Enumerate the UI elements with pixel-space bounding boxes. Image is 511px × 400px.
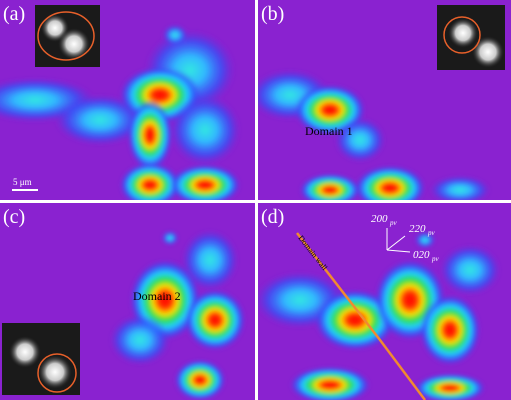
scale-bar-label: 5 μm bbox=[13, 177, 32, 187]
figure: (a) 5 μm (b) Domain 1 bbox=[0, 0, 511, 400]
panel-label: (c) bbox=[3, 206, 25, 228]
panel-d: (d) Domain wall 200 pv 220 pv 020 pv bbox=[255, 203, 511, 400]
annotation: Domain 2 bbox=[133, 289, 181, 303]
axis-label: 020 bbox=[413, 249, 430, 261]
axis-subscript: pv bbox=[427, 229, 436, 237]
axis-label: 220 bbox=[409, 223, 426, 235]
panel-c: (c) Domain 2 bbox=[0, 203, 255, 400]
annotation: Domain 1 bbox=[305, 124, 353, 138]
panel-b: (b) Domain 1 bbox=[250, 0, 511, 210]
panel-label: (b) bbox=[261, 3, 284, 25]
axis-subscript: pv bbox=[389, 219, 398, 227]
axis-label: 200 bbox=[371, 213, 388, 225]
panel-a: (a) 5 μm bbox=[0, 0, 255, 207]
panel-label: (d) bbox=[261, 206, 284, 228]
panel-label: (a) bbox=[3, 3, 25, 25]
axis-subscript: pv bbox=[431, 255, 440, 263]
